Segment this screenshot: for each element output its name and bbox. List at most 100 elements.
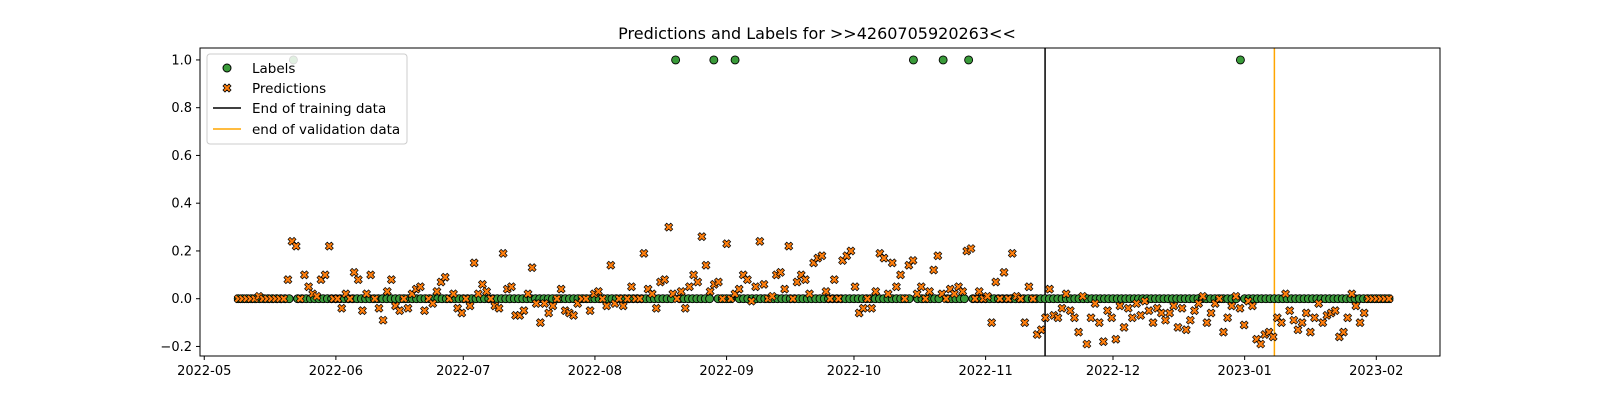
prediction-point [958,287,968,297]
prediction-point [891,282,901,292]
prediction-point [680,303,690,313]
prediction-point [767,291,777,301]
prediction-point [1355,318,1365,328]
x-tick-label: 2022-05 [177,364,231,379]
prediction-point [1276,318,1286,328]
prediction-point [713,277,723,287]
y-tick-label: 0.0 [171,292,192,307]
prediction-point [448,289,458,299]
prediction-point [1107,313,1117,323]
label-point [705,294,715,304]
x-tick-label: 2022-11 [958,364,1012,379]
prediction-point [378,315,388,325]
prediction-point [987,318,997,328]
prediction-point [386,275,396,285]
prediction-point [1239,320,1249,330]
prediction-point [664,222,674,232]
prediction-point [1061,289,1071,299]
x-tick-label: 2022-07 [436,364,490,379]
prediction-point [1310,313,1320,323]
prediction-point [1173,322,1183,332]
prediction-point [676,287,686,297]
prediction-point [598,294,608,304]
prediction-point [1127,313,1137,323]
prediction-point [697,232,707,242]
prediction-point [585,306,595,316]
prediction-point [618,301,628,311]
prediction-point [755,236,765,246]
prediction-point [1214,294,1224,304]
y-tick-label: 0.2 [171,244,192,259]
prediction-point [461,294,471,304]
prediction-point [1045,284,1055,294]
prediction-point [1231,291,1241,301]
label-point [964,55,974,65]
prediction-point [941,294,951,304]
prediction-point [1148,318,1158,328]
prediction-point [473,289,483,299]
prediction-point [353,275,363,285]
prediction-point [800,275,810,285]
prediction-point [792,277,802,287]
prediction-point [457,308,467,318]
prediction-point [1144,306,1154,316]
prediction-point [759,279,769,289]
y-axis: −0.2 0.0 0.2 0.4 0.6 0.8 1.0 [160,53,200,355]
prediction-point [991,277,1001,287]
prediction-point [362,289,372,299]
prediction-point [606,260,616,270]
prediction-point [1351,301,1361,311]
x-axis: 2022-05 2022-06 2022-07 2022-08 2022-09 2022-… [177,356,1403,379]
prediction-point [1132,298,1142,308]
prediction-point [742,275,752,285]
x-tick-label: 2022-10 [827,364,881,379]
prediction-point [639,248,649,258]
prediction-point [817,251,827,261]
prediction-point [1111,334,1121,344]
label-point [959,294,969,304]
prediction-point [1194,298,1204,308]
prediction-point [747,296,757,306]
prediction-point [999,267,1009,277]
prediction-point [337,303,347,313]
prediction-point [883,289,893,299]
label-point [1235,55,1245,65]
prediction-point [887,258,897,268]
prediction-point [283,275,293,285]
legend-labels-text: Labels [252,61,295,77]
predictions-series [233,222,1394,349]
prediction-point [581,294,591,304]
prediction-point [1285,306,1295,316]
reference-lines [1044,48,1276,356]
prediction-point [357,306,367,316]
label-point [730,55,740,65]
prediction-point [299,270,309,280]
label-point [938,55,948,65]
prediction-point [829,275,839,285]
prediction-point [304,282,314,292]
prediction-point [556,284,566,294]
y-tick-label: 1.0 [171,53,192,68]
legend-predictions-text: Predictions [252,81,326,97]
y-tick-label: −0.2 [160,340,192,355]
legend: Labels Predictions End of training data … [206,53,408,145]
prediction-point [1218,327,1228,337]
label-point [671,55,681,65]
y-tick-label: 0.4 [171,197,192,212]
x-tick-label: 2022-08 [568,364,622,379]
prediction-point [867,303,877,313]
prediction-point [660,275,670,285]
y-tick-label: 0.8 [171,101,192,116]
prediction-point [1177,303,1187,313]
prediction-point [494,303,504,313]
prediction-point [879,253,889,263]
prediction-point [1301,308,1311,318]
prediction-point [523,289,533,299]
prediction-point [1181,325,1191,335]
legend-predictions-marker [222,83,232,93]
y-tick-label: 0.6 [171,149,192,164]
prediction-point [1090,298,1100,308]
prediction-point [821,287,831,297]
prediction-point [1189,306,1199,316]
prediction-point [432,287,442,297]
